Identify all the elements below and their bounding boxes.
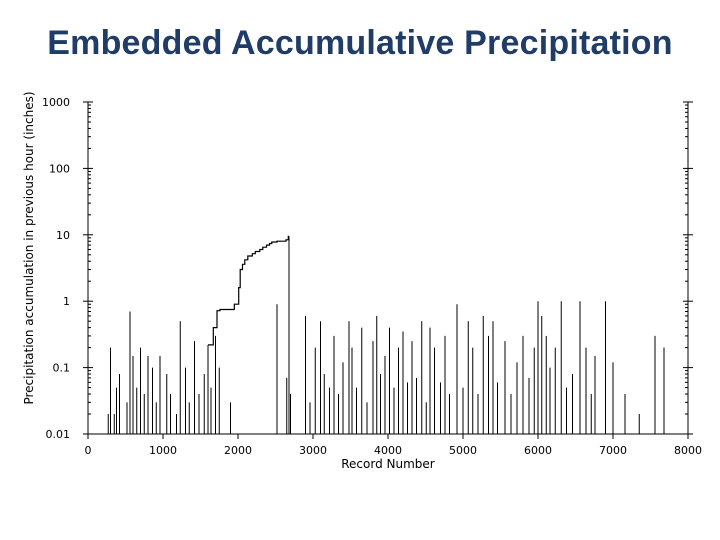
x-tick-label: 7000 — [599, 444, 627, 457]
x-tick-label: 5000 — [449, 444, 477, 457]
y-tick-label: 100 — [49, 162, 70, 175]
y-tick-label: 0.1 — [53, 362, 71, 375]
x-axis-title: Record Number — [341, 457, 435, 471]
y-tick-label: 1000 — [42, 96, 70, 109]
y-tick-label: 0.01 — [46, 428, 71, 441]
x-tick-label: 8000 — [674, 444, 702, 457]
accumulation-line — [208, 235, 289, 346]
x-tick-label: 4000 — [374, 444, 402, 457]
y-tick-label: 1 — [63, 295, 70, 308]
y-tick-label: 10 — [56, 229, 70, 242]
y-axis-title: Precipitation accumulation in previous h… — [22, 91, 36, 404]
x-tick-label: 3000 — [299, 444, 327, 457]
x-tick-label: 0 — [85, 444, 92, 457]
x-tick-label: 1000 — [149, 444, 177, 457]
slide-title: Embedded Accumulative Precipitation — [47, 24, 673, 62]
x-tick-label: 6000 — [524, 444, 552, 457]
x-tick-label: 2000 — [224, 444, 252, 457]
